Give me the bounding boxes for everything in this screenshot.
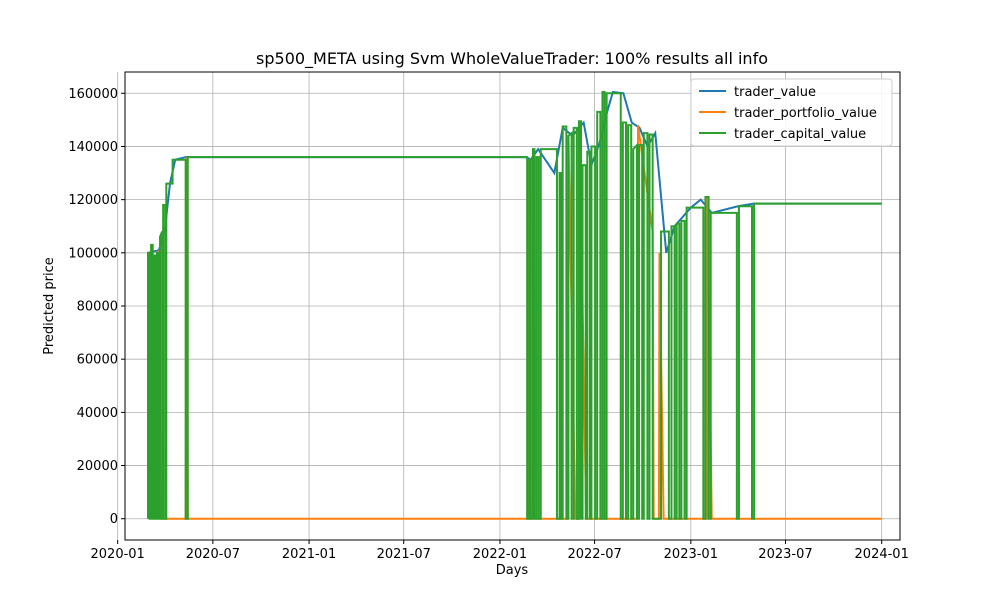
- x-tick-label: 2023-07: [758, 547, 812, 562]
- y-tick-label: 160000: [68, 87, 118, 102]
- y-tick-label: 140000: [68, 140, 118, 155]
- y-tick-label: 20000: [77, 459, 118, 474]
- y-tick-label: 40000: [77, 406, 118, 421]
- legend-label-trader-value: trader_value: [734, 85, 816, 100]
- x-axis-label: Days: [496, 563, 529, 578]
- x-tick-label: 2024-01: [855, 547, 909, 562]
- x-tick-label: 2022-07: [567, 547, 621, 562]
- x-tick-label: 2020-07: [186, 547, 240, 562]
- x-tick-label: 2021-01: [282, 547, 336, 562]
- chart-title: sp500_META using Svm WholeValueTrader: 1…: [256, 49, 768, 69]
- x-tick-label: 2021-07: [377, 547, 431, 562]
- y-tick-label: 0: [110, 512, 118, 527]
- y-tick-label: 100000: [68, 246, 118, 261]
- y-axis-ticks: 0 20000 40000 60000 80000 100000 120000 140000 1…: [68, 87, 125, 527]
- legend-label-trader-capital-value: trader_capital_value: [734, 127, 866, 142]
- y-tick-label: 80000: [77, 300, 118, 315]
- x-tick-label: 2023-01: [664, 547, 718, 562]
- x-tick-label: 2020-01: [91, 547, 145, 562]
- x-tick-label: 2022-01: [473, 547, 527, 562]
- legend: trader_value trader_portfolio_value trad…: [691, 79, 892, 146]
- legend-label-trader-portfolio-value: trader_portfolio_value: [734, 106, 877, 121]
- y-axis-label: Predicted price: [42, 257, 57, 355]
- y-tick-label: 60000: [77, 353, 118, 368]
- y-tick-label: 120000: [68, 193, 118, 208]
